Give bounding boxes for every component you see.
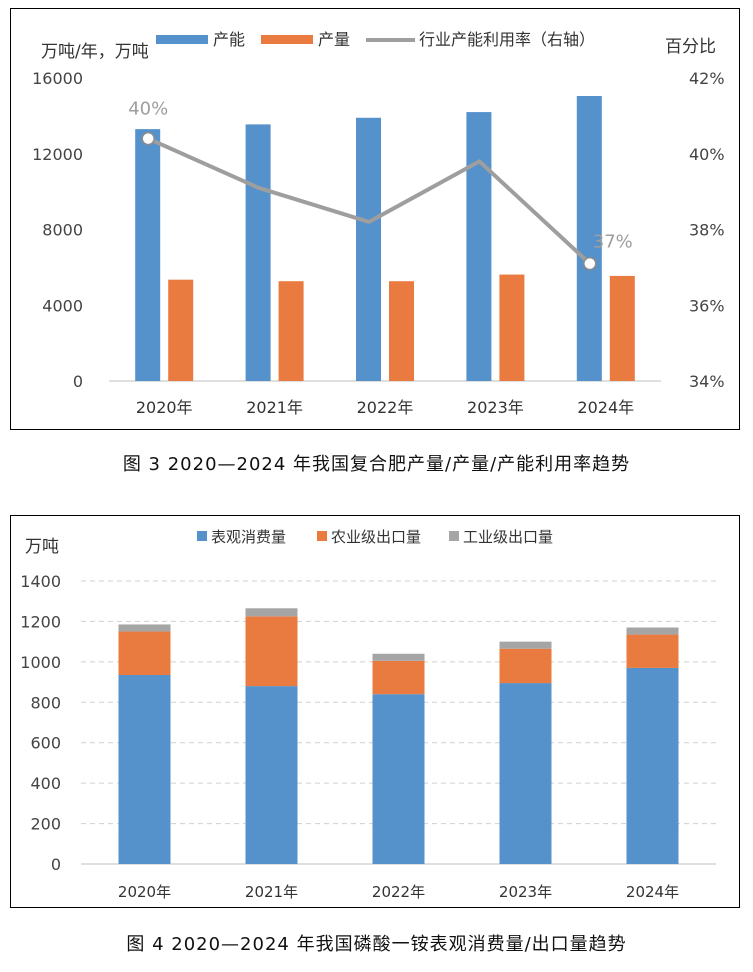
chart-panel-capacity: 万吨/年，万吨 百分比 0 4000 8000 12000 16000 34% 36% 38% 40… — [10, 8, 740, 430]
bar-industrial-export — [499, 641, 552, 649]
y-tick-label: 1400 — [20, 572, 61, 591]
x-tick-label: 2024年 — [626, 883, 679, 901]
utilization-marker — [141, 131, 155, 146]
y-tick-label-right: 38% — [689, 221, 725, 240]
y-axis-title-right: 百分比 — [665, 37, 716, 57]
x-tick-label: 2020年 — [136, 398, 193, 417]
bar-agri-export — [372, 660, 425, 695]
y-tick-label: 0 — [51, 855, 61, 874]
bar-industrial-export — [626, 627, 679, 635]
y-tick-label: 200 — [30, 815, 61, 834]
legend-label-output: 产量 — [318, 30, 350, 49]
bar-output — [278, 281, 304, 381]
y-tick-label-left: 8000 — [42, 221, 83, 240]
capacity-chart: 万吨/年，万吨 百分比 0 4000 8000 12000 16000 34% 36% 38% 40… — [32, 30, 725, 417]
utilization-line — [147, 136, 592, 266]
utilization-data-label: 37% — [593, 232, 633, 253]
legend-label-capacity: 产能 — [213, 30, 245, 49]
bar-output — [499, 274, 525, 381]
y-tick-label: 800 — [30, 693, 61, 712]
bar-apparent-consumption — [245, 686, 298, 864]
bar-output — [168, 279, 194, 381]
legend-industrial-export-label: 工业级出口量 — [463, 528, 553, 546]
y-tick-label: 1200 — [20, 612, 61, 631]
chart-panel-consumption: 万吨 0 200 400 600 800 1000 1200 1400 2020年 2021年 202… — [10, 515, 740, 908]
bar-capacity — [356, 117, 381, 382]
bar-apparent-consumption — [499, 683, 552, 864]
y-axis-title: 万吨 — [25, 537, 59, 557]
figure-caption-3: 图 3 2020—2024 年我国复合肥产量/产量/产能利用率趋势 — [122, 454, 631, 475]
y-tick-label-left: 0 — [73, 372, 83, 391]
bar-apparent-consumption — [372, 694, 425, 864]
bar-capacity — [245, 124, 271, 381]
bar-agri-export — [118, 631, 171, 675]
x-tick-label: 2022年 — [357, 398, 414, 417]
legend-agri-export-swatch — [317, 531, 327, 541]
legend-apparent-consumption-label: 表观消费量 — [211, 528, 286, 546]
bar-industrial-export — [245, 608, 298, 617]
bar-agri-export — [626, 634, 679, 668]
x-tick-label: 2021年 — [245, 883, 298, 901]
bar-apparent-consumption — [626, 667, 679, 864]
y-tick-label: 600 — [30, 734, 61, 753]
bar-apparent-consumption — [118, 674, 171, 864]
x-tick-label: 2022年 — [372, 883, 425, 901]
y-tick-label-right: 36% — [689, 296, 725, 315]
bar-output — [389, 281, 414, 381]
x-tick-label: 2023年 — [467, 398, 524, 417]
bar-agri-export — [499, 648, 552, 684]
figure-caption-4: 图 4 2020—2024 年我国磷酸一铵表观消费量/出口量趋势 — [126, 934, 627, 955]
utilization-data-label: 40% — [128, 99, 168, 120]
bar-capacity — [576, 95, 602, 381]
legend-swatch-output — [261, 35, 313, 44]
bar-output — [609, 275, 635, 381]
bar-industrial-export — [118, 624, 171, 632]
legend-label-utilization: 行业产能利用率（右轴） — [419, 30, 595, 49]
utilization-marker — [583, 256, 597, 271]
x-tick-label: 2024年 — [577, 398, 634, 417]
bar-industrial-export — [372, 653, 425, 661]
y-tick-label: 1000 — [20, 653, 61, 672]
y-tick-label-right: 34% — [689, 372, 725, 391]
y-tick-label-right: 42% — [689, 69, 725, 88]
y-tick-label-left: 4000 — [42, 296, 83, 315]
y-axis-title-left: 万吨/年，万吨 — [41, 42, 149, 62]
legend-industrial-export-swatch — [449, 531, 459, 541]
legend-apparent-consumption-swatch — [197, 531, 207, 541]
x-tick-label: 2021年 — [246, 398, 303, 417]
bar-agri-export — [245, 616, 298, 687]
legend-agri-export-label: 农业级出口量 — [331, 528, 421, 546]
bar-capacity — [466, 112, 492, 382]
y-tick-label-right: 40% — [689, 145, 725, 164]
legend-swatch-capacity — [156, 35, 208, 44]
y-tick-label-left: 16000 — [32, 69, 83, 88]
x-tick-label: 2020年 — [118, 883, 171, 901]
y-tick-label-left: 12000 — [32, 145, 83, 164]
y-tick-label: 400 — [30, 774, 61, 793]
bar-capacity — [135, 129, 161, 381]
consumption-chart: 万吨 0 200 400 600 800 1000 1200 1400 2020年 2021年 202… — [20, 528, 716, 901]
x-tick-label: 2023年 — [499, 883, 552, 901]
